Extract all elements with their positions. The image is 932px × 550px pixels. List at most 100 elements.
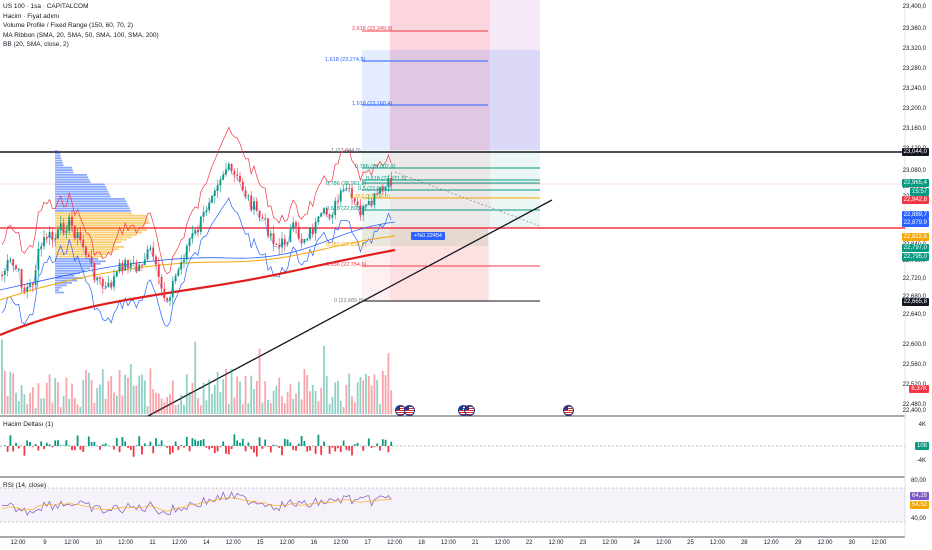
price-tag: 22,879,9 — [901, 219, 929, 227]
time-axis-label: 11 — [149, 540, 156, 546]
vd-bar — [211, 446, 213, 448]
us-flag-icon[interactable] — [464, 405, 475, 416]
vd-bar — [323, 441, 325, 446]
candle-body — [227, 163, 230, 170]
candle-body — [85, 246, 87, 255]
volume-profile-bar — [55, 224, 145, 227]
candle-body — [171, 281, 174, 298]
candle-body — [65, 230, 68, 233]
volume-bar — [227, 404, 230, 414]
volume-bar — [264, 381, 267, 414]
volume-bar — [17, 401, 20, 414]
candle-body — [15, 265, 17, 270]
vd-bar — [12, 446, 15, 452]
vd-bar — [367, 438, 370, 446]
vd-bar — [353, 444, 356, 446]
vd-bar — [99, 446, 101, 450]
vd-bar — [124, 441, 127, 446]
candle-body — [132, 262, 135, 264]
volume-profile-bar — [55, 241, 122, 243]
vd-bar — [331, 446, 334, 448]
volume-bar — [124, 374, 127, 414]
candle-body — [331, 215, 334, 218]
candle-body — [45, 237, 48, 239]
candle-body — [87, 254, 90, 257]
candle-body — [320, 213, 323, 217]
candle-body — [342, 189, 345, 191]
fib-level-label: 0,5 (22,948,7) — [358, 186, 393, 192]
vd-bar — [320, 446, 323, 455]
time-axis-label: 12:00 — [118, 540, 134, 546]
candle-body — [62, 223, 65, 233]
volume-bar — [40, 398, 43, 414]
volume-bar — [373, 374, 376, 414]
symbol-title[interactable]: US 100 · 1sa · CAPITALCOM — [3, 3, 89, 10]
volume-bar — [160, 398, 163, 414]
volume-profile-bar — [55, 214, 147, 217]
vd-bar — [6, 446, 9, 452]
candle-body — [138, 264, 141, 272]
candle-body — [124, 259, 127, 271]
volume-profile-bar — [55, 176, 89, 179]
candle-body — [297, 226, 300, 239]
volume-bar — [149, 368, 152, 414]
volume-bar — [3, 370, 6, 414]
candle-body — [20, 268, 23, 288]
vd-bar — [45, 442, 48, 446]
vd-bar — [54, 440, 57, 446]
legend-volume-profile[interactable]: Volume Profile / Fixed Range (150, 60, 7… — [3, 22, 134, 29]
volume-delta-title[interactable]: Hacim Deltası (1) — [3, 421, 54, 428]
candle-body — [76, 231, 79, 238]
volume-bar — [93, 402, 96, 414]
candle-body — [236, 174, 239, 176]
us-flag-icon[interactable] — [563, 405, 574, 416]
fib-level-label: 1 (23,044,0) — [331, 148, 361, 154]
bb-lower — [1, 197, 392, 327]
volume-profile-bar — [55, 183, 105, 186]
vd-bar — [362, 446, 365, 451]
candle-body — [166, 298, 169, 301]
candle-body — [303, 239, 306, 243]
volume-bar — [118, 370, 121, 414]
volume-profile-bar — [55, 243, 117, 246]
fib-level-label: 0,618 (22,971,0) — [366, 176, 407, 182]
volume-bar — [26, 404, 29, 414]
candle-body — [149, 247, 152, 250]
volume-bar — [31, 387, 34, 414]
candle-body — [376, 193, 379, 195]
vd-bar — [272, 444, 275, 446]
projection-zone — [390, 0, 490, 150]
candle-body — [169, 297, 171, 301]
us-flag-icon[interactable] — [404, 405, 415, 416]
candle-body — [219, 179, 222, 186]
candle-body — [73, 225, 76, 238]
measure-callout[interactable]: +%0.22454 — [411, 232, 445, 240]
price-tag: 15:57 — [909, 188, 929, 196]
fib-zone — [362, 150, 540, 228]
fib-level-label: 1,618 (23,160,4) — [352, 101, 393, 107]
vd-bar — [219, 446, 222, 447]
volume-bar — [275, 385, 278, 414]
volume-bar — [379, 404, 381, 414]
volume-bar — [1, 339, 3, 414]
rsi-title[interactable]: RSI (14, close) — [3, 482, 46, 489]
candle-body — [79, 231, 82, 241]
price-tag: 22,965,4 — [901, 179, 929, 187]
vd-bar — [174, 441, 177, 446]
volume-profile-bar — [55, 202, 128, 205]
volume-bar — [348, 373, 351, 414]
volume-bar — [59, 407, 62, 414]
candle-body — [26, 286, 29, 292]
legend-bollinger[interactable]: BB (20, SMA, close, 2) — [3, 41, 69, 48]
volume-bar — [236, 376, 239, 414]
candle-body — [180, 262, 183, 270]
candle-body — [267, 218, 269, 236]
legend-ma-ribbon[interactable]: MA Ribbon (SMA, 20, SMA, 50, SMA, 100, S… — [3, 31, 159, 39]
vd-bar — [23, 446, 26, 456]
vd-bar — [152, 446, 155, 454]
fib-level-label: 0,236 (22,754,6) — [326, 262, 367, 268]
vd-bar — [121, 437, 124, 446]
legend-volume[interactable]: Hacim · Fiyat adımı — [3, 12, 60, 20]
vd-bar — [348, 446, 351, 451]
